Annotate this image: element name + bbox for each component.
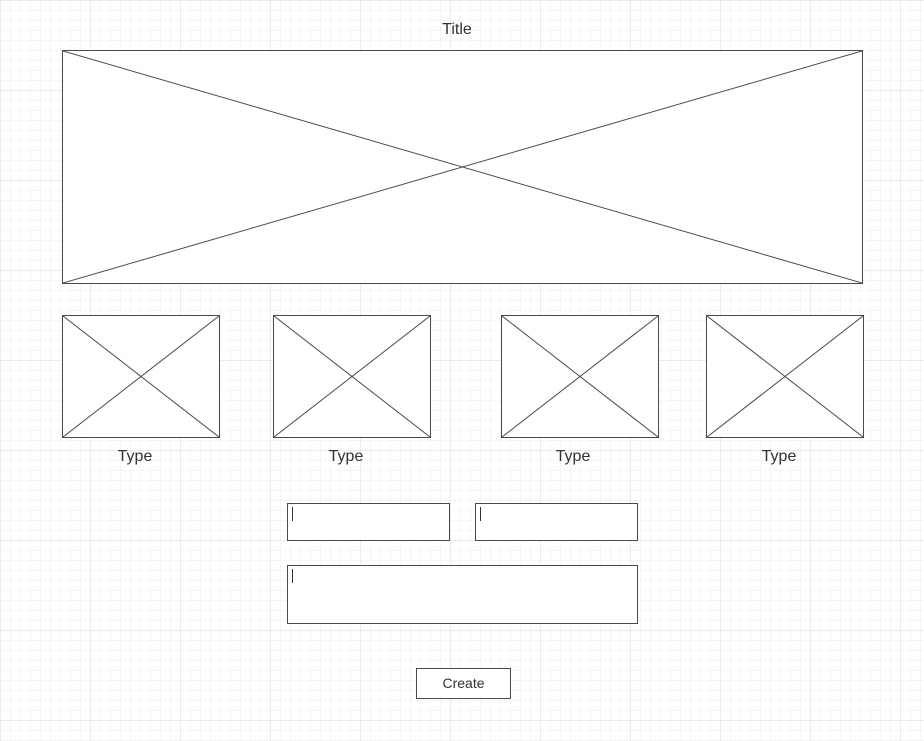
image-placeholder-icon [63, 316, 219, 437]
type-label: Type [117, 448, 153, 465]
text-cursor [292, 569, 293, 583]
type-label: Type [761, 448, 797, 465]
image-placeholder-icon [707, 316, 863, 437]
text-cursor [480, 507, 481, 521]
create-button[interactable]: Create [416, 668, 511, 699]
type-label: Type [555, 448, 591, 465]
type-image-placeholder[interactable] [273, 315, 431, 438]
text-area[interactable] [287, 565, 638, 624]
text-cursor [292, 507, 293, 521]
text-input-1[interactable] [287, 503, 450, 541]
image-placeholder-icon [63, 51, 862, 283]
image-placeholder-icon [502, 316, 658, 437]
image-placeholder-icon [274, 316, 430, 437]
type-image-placeholder[interactable] [62, 315, 220, 438]
page-title: Title [442, 21, 472, 38]
text-input-2[interactable] [475, 503, 638, 541]
hero-image-placeholder [62, 50, 863, 284]
type-label: Type [328, 448, 364, 465]
type-image-placeholder[interactable] [501, 315, 659, 438]
type-image-placeholder[interactable] [706, 315, 864, 438]
